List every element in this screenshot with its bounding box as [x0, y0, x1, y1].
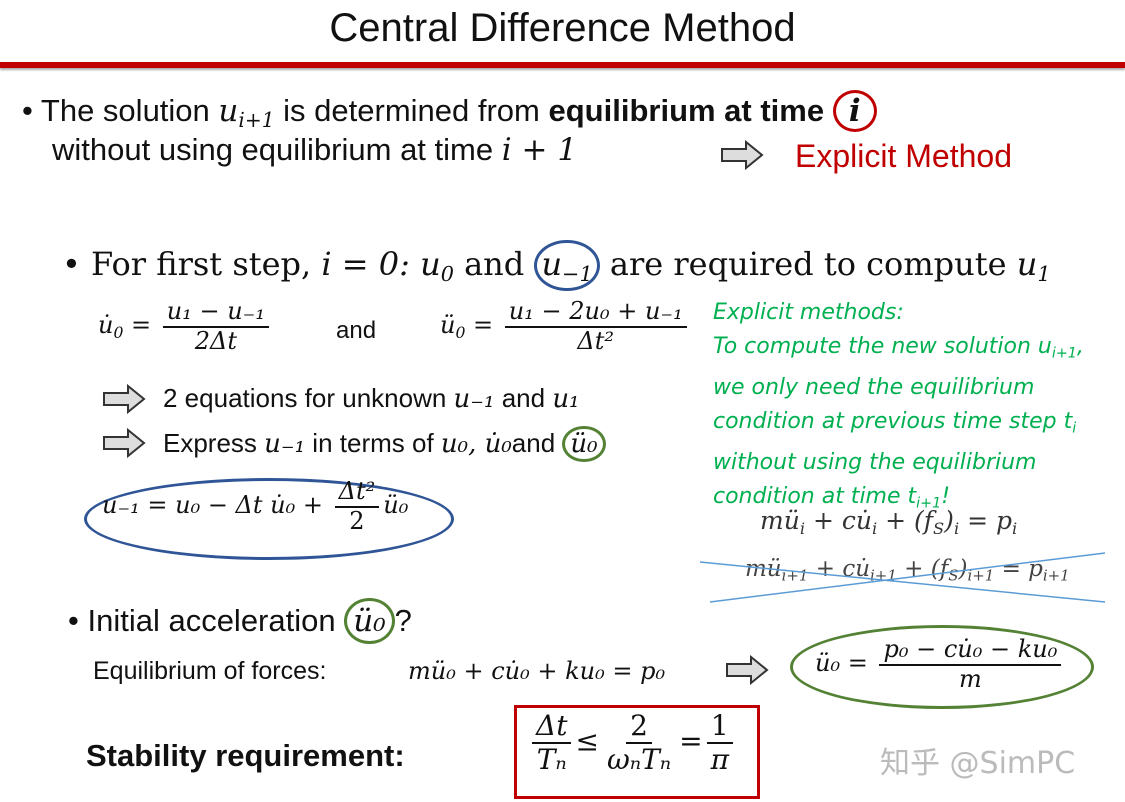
- slide-title: Central Difference Method: [329, 6, 796, 50]
- step-2-text: Express u₋₁ in terms of u₀, u̇₀and ü₀: [163, 426, 606, 462]
- title-rule: [0, 62, 1125, 68]
- stability-inequality: Δt Tₙ ≤2 ωₙTₙ = 1 π: [528, 709, 737, 776]
- watermark: 知乎 @SimPC: [880, 746, 1076, 781]
- u-minus-1-ellipse: [84, 478, 454, 560]
- circled-u-minus-1: u−1: [534, 240, 600, 292]
- cross-out-lines: [700, 552, 1106, 603]
- initial-acceleration-ellipse: [790, 625, 1094, 709]
- circled-i: i: [832, 90, 877, 132]
- right-arrow-icon: [103, 384, 146, 414]
- bullet-1-line-2: without using equilibrium at time i + 1: [52, 132, 578, 168]
- step-1-text: 2 equations for unknown u₋₁ and u₁: [163, 383, 580, 414]
- acceleration-equation: ü0 = u₁ − 2u₀ + u₋₁ Δt²: [440, 297, 691, 355]
- bullet-3: • Initial acceleration ü₀?: [68, 598, 412, 644]
- u-minus-1-equation: u₋₁ = u₀ − Δt u̇₀ + Δt² 2 ü₀: [102, 477, 409, 535]
- bullet-2: • For first step, i = 0: u0 and u−1 are …: [62, 240, 1051, 292]
- circled-u-ddot-0: ü₀: [562, 426, 606, 462]
- and-label: and: [336, 317, 377, 344]
- right-arrow-icon: [726, 655, 769, 685]
- bullet-1-line-1: • The solution ui+1 is determined from e…: [22, 90, 877, 132]
- stability-box: [514, 705, 760, 799]
- velocity-equation: u̇0 = u₁ − u₋₁ 2Δt: [98, 297, 273, 355]
- right-arrow-icon: [721, 140, 764, 170]
- stability-label: Stability requirement:: [86, 738, 405, 773]
- circled-u-ddot-0: ü₀: [344, 598, 395, 644]
- right-arrow-icon: [103, 428, 146, 458]
- explicit-methods-note: Explicit methods: To compute the new sol…: [713, 300, 1084, 512]
- equilibrium-at-i: müi + cu̇i + (fS)i = pi: [760, 506, 1018, 538]
- explicit-method-label: Explicit Method: [795, 138, 1012, 174]
- initial-acceleration-equation: ü₀ = p₀ − cu̇₀ − ku₀ m: [815, 635, 1065, 693]
- forces-label: Equilibrium of forces:: [93, 657, 327, 685]
- forces-equation: mü₀ + cu̇₀ + ku₀ = p₀: [408, 657, 666, 685]
